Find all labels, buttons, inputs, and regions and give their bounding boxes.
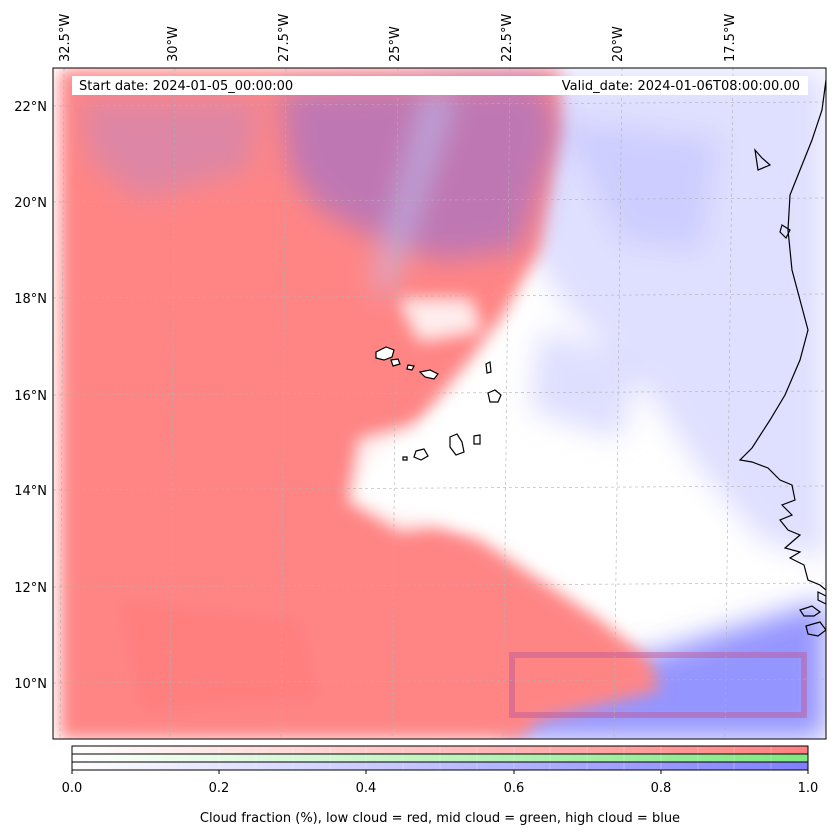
start-date: Start date: 2024-01-05_00:00:00 [79,79,293,94]
lon-label: 17.5°W [723,14,738,62]
longitude-labels: 32.5°W 30°W 27.5°W 25°W 22.5°W 20°W 17.5… [58,14,738,62]
high-over-low-band [80,80,560,300]
header-strip [72,76,808,95]
graticule [53,68,826,739]
lon-label: 22.5°W [500,14,515,62]
map-panel: Start date: 2024-01-05_00:00:00 Valid_da… [53,68,826,739]
african-coastline [738,79,826,637]
lat-label: 12°N [14,581,47,596]
cape-verde-islands [375,346,502,461]
latitude-labels: 22°N 20°N 18°N 16°N 14°N 12°N 10°N [14,100,47,692]
lat-label: 22°N [14,100,47,115]
lon-label: 25°W [388,26,403,62]
lon-label: 27.5°W [277,14,292,62]
colorbar: 0.0 0.2 0.4 0.6 0.8 1.0 Cloud fraction (… [62,745,819,826]
lat-label: 20°N [14,196,47,211]
colorbar-tick: 1.0 [798,781,819,796]
valid-date: Valid_date: 2024-01-06T08:00:00.00 [562,79,800,94]
colorbar-tick: 0.0 [62,781,83,796]
lat-label: 16°N [14,389,47,404]
colorbar-tick: 0.8 [651,781,672,796]
lon-label: 20°W [611,26,626,62]
lat-label: 18°N [14,292,47,307]
lon-label: 30°W [166,26,181,62]
colorbar-tick: 0.6 [504,781,525,796]
colorbar-label: Cloud fraction (%), low cloud = red, mid… [200,811,680,826]
lat-label: 14°N [14,484,47,499]
lon-label: 32.5°W [58,14,73,62]
map-frame [52,67,827,740]
colorbar-tick: 0.2 [209,781,230,796]
colorbar-tick: 0.4 [356,781,377,796]
lat-label: 10°N [14,677,47,692]
